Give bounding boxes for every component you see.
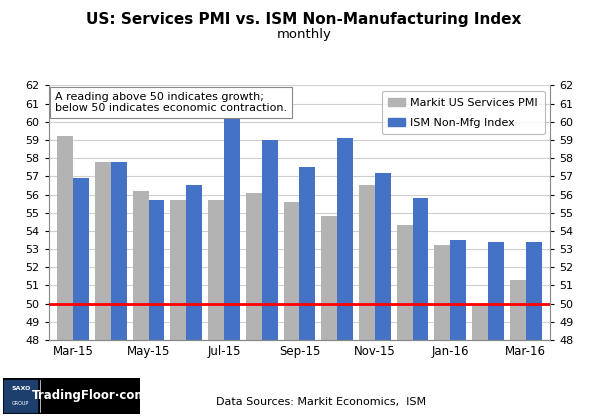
Text: Data Sources: Markit Economics,  ISM: Data Sources: Markit Economics, ISM <box>216 397 426 407</box>
Bar <box>375 173 391 417</box>
Bar <box>337 138 353 417</box>
Bar <box>435 245 451 417</box>
Text: TradingFloor·com: TradingFloor·com <box>32 389 147 402</box>
Bar <box>208 200 224 417</box>
Text: monthly: monthly <box>277 28 331 41</box>
Text: US: Services PMI vs. ISM Non-Manufacturing Index: US: Services PMI vs. ISM Non-Manufacturi… <box>86 12 522 27</box>
Bar <box>170 200 186 417</box>
Bar <box>359 186 375 417</box>
Bar <box>73 178 89 417</box>
Bar <box>148 200 164 417</box>
Text: A reading above 50 indicates growth;
below 50 indicates economic contraction.: A reading above 50 indicates growth; bel… <box>55 92 288 113</box>
Bar <box>526 242 542 417</box>
Bar <box>133 191 148 417</box>
Bar <box>413 198 429 417</box>
Bar <box>4 379 37 412</box>
Bar <box>186 186 202 417</box>
Bar <box>472 305 488 417</box>
Bar <box>246 193 261 417</box>
Bar <box>283 202 299 417</box>
Bar <box>95 162 111 417</box>
Bar <box>488 242 504 417</box>
Bar <box>321 216 337 417</box>
Bar <box>57 136 73 417</box>
Bar <box>510 280 526 417</box>
Bar <box>451 240 466 417</box>
Text: SAXO: SAXO <box>11 387 30 391</box>
Bar <box>224 116 240 417</box>
Bar <box>261 140 278 417</box>
Legend: Markit US Services PMI, ISM Non-Mfg Index: Markit US Services PMI, ISM Non-Mfg Inde… <box>381 91 545 134</box>
Bar <box>397 226 413 417</box>
Bar <box>111 162 126 417</box>
Bar <box>299 167 316 417</box>
Text: GROUP: GROUP <box>12 401 29 406</box>
